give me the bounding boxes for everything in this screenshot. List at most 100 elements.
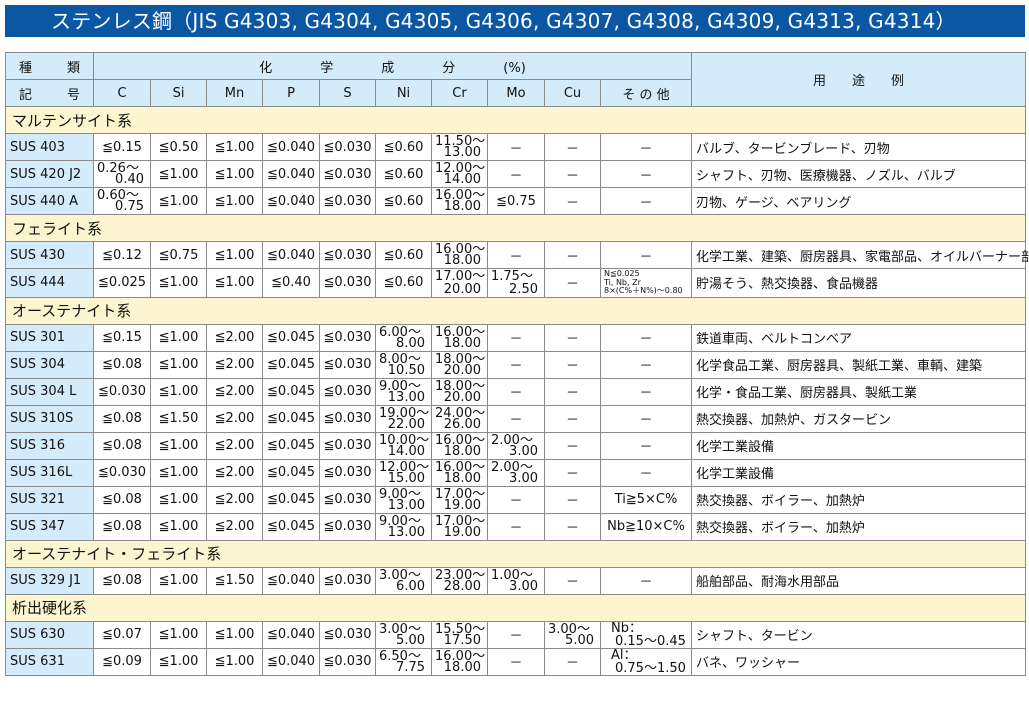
value-cell: ≦0.030	[319, 566, 376, 595]
value-cell: Ti≧5×C%	[600, 485, 692, 514]
value-cell: ≦0.030	[319, 404, 376, 433]
range-cell: 16.00～ 18.00	[431, 241, 488, 269]
value-cell: ≦0.045	[262, 458, 320, 487]
chemical-composition-header: 化 学 成 分 (%)	[93, 52, 692, 80]
value-cell: ≦0.60	[375, 133, 432, 161]
category-label: オーステナイト・フェライト系	[5, 539, 1026, 568]
range-cell: 16.00～ 18.00	[431, 187, 488, 215]
grade-cell: SUS 420 J2	[5, 160, 94, 188]
value-cell: ≦0.040	[262, 187, 320, 215]
range-high: 5.00	[565, 632, 594, 648]
use-cell: 鉄道車両、ベルトコンベア	[691, 323, 1026, 352]
value-cell: ≦1.00	[150, 620, 207, 649]
other-line: N≦0.025	[604, 269, 640, 278]
category-row: オーステナイト・フェライト系	[5, 539, 1026, 568]
chem-header-char: 学	[320, 60, 334, 76]
value-cell: ≦0.030	[319, 133, 376, 161]
value-cell: －	[544, 458, 601, 487]
category-row: オーステナイト系	[5, 296, 1026, 325]
range-cell: 17.00～ 19.00	[431, 485, 488, 514]
value-cell: ≦2.00	[206, 512, 263, 541]
range-cell: 16.00～ 18.00	[431, 323, 488, 352]
value-cell: ≦1.50	[150, 404, 207, 433]
value-cell: ≦2.00	[206, 350, 263, 379]
range-high: 28.00	[443, 578, 481, 594]
value-cell: ≦1.00	[206, 647, 263, 676]
range-cell: 24.00～ 26.00	[431, 404, 488, 433]
value-cell: －	[600, 377, 692, 406]
value-cell: ≦0.08	[93, 485, 151, 514]
value-cell: ≦1.00	[150, 160, 207, 188]
range-low: 18.00～	[435, 378, 486, 394]
value-cell: ≦0.60	[375, 268, 432, 298]
value-cell: －	[487, 377, 545, 406]
value-cell: ≦0.08	[93, 350, 151, 379]
table-row: SUS 420 J2 0.26～ 0.40 ≦1.00 ≦1.00 ≦0.040 ≦0.03…	[5, 160, 1026, 188]
range-cell: 3.00～ 5.00	[544, 620, 601, 649]
value-cell: －	[544, 160, 601, 188]
range-low: 6.00～	[379, 324, 421, 340]
grade-cell: SUS 430	[5, 241, 94, 269]
column-header: P	[262, 79, 320, 107]
table-row: SUS 310S ≦0.08 ≦1.50 ≦2.00 ≦0.045 ≦0.030 19.00…	[5, 404, 1026, 433]
value-cell: －	[544, 431, 601, 460]
stainless-steel-table: 種類 化学成分 (%) 用 途 例 記号 C Si Mn P S Ni Cr Mo Cu そ の 他…	[5, 52, 1029, 676]
grade-cell: SUS 630	[5, 620, 94, 649]
value-cell: ≦1.00	[150, 268, 207, 298]
grade-cell: SUS 304 L	[5, 377, 94, 406]
value-cell: ≦0.75	[150, 241, 207, 269]
value-cell: ≦2.00	[206, 404, 263, 433]
range-low: 2.00～	[491, 459, 533, 475]
range-cell: 6.00～ 8.00	[375, 323, 432, 352]
range-high: 10.50	[387, 362, 425, 378]
value-cell: ≦0.60	[375, 187, 432, 215]
range-low: 17.00～	[435, 513, 486, 529]
value-cell: －	[487, 647, 545, 676]
grade-cell: SUS 403	[5, 133, 94, 161]
range-low: 16.00～	[435, 432, 486, 448]
table-row: SUS 430 ≦0.12 ≦0.75 ≦1.00 ≦0.040 ≦0.030 ≦0.60 1…	[5, 241, 1029, 269]
range-cell: 17.00～ 20.00	[431, 268, 488, 298]
column-header: Mn	[206, 79, 263, 107]
range-high: 13.00	[443, 145, 481, 160]
grade-cell: SUS 304	[5, 350, 94, 379]
value-cell: －	[487, 241, 545, 269]
value-cell: ≦0.040	[262, 647, 320, 676]
category-row: 析出硬化系	[5, 593, 1026, 622]
value-cell: －	[487, 512, 545, 541]
value-cell: ≦1.00	[150, 512, 207, 541]
column-header: S	[319, 79, 376, 107]
category-label: オーステナイト系	[5, 296, 1026, 325]
range-low: 9.00～	[379, 378, 421, 394]
value-cell: ≦0.030	[319, 241, 376, 269]
value-cell: ≦2.00	[206, 431, 263, 460]
value-cell: ≦0.025	[93, 268, 151, 298]
column-header: そ の 他	[600, 79, 692, 107]
range-high: 20.00	[443, 281, 481, 297]
range-cell: 17.00～ 19.00	[431, 512, 488, 541]
table-row: SUS 631 ≦0.09 ≦1.00 ≦1.00 ≦0.040 ≦0.030 6.50～ 7…	[5, 647, 1026, 676]
range-high: 3.00	[509, 443, 538, 459]
range-low: 3.00～	[548, 621, 590, 637]
range-cell: 16.00～ 18.00	[431, 431, 488, 460]
table-row: SUS 304 ≦0.08 ≦1.00 ≦2.00 ≦0.045 ≦0.030 8.00～ 1…	[5, 350, 1026, 379]
range-cell: 6.50～ 7.75	[375, 647, 432, 676]
value-cell: ≦0.040	[262, 566, 320, 595]
value-cell: ≦0.030	[319, 323, 376, 352]
range-high: 8.00	[396, 335, 425, 351]
value-cell: －	[600, 566, 692, 595]
value-cell: ≦0.030	[93, 377, 151, 406]
range-low: 16.00～	[435, 188, 486, 203]
value-cell: ≦0.045	[262, 431, 320, 460]
use-cell: 船舶部品、耐海水用部品	[691, 566, 1026, 595]
range-high: 18.00	[443, 659, 481, 675]
range-high: 7.75	[396, 659, 425, 675]
range-low: 19.00～	[379, 405, 430, 421]
value-cell: ≦0.040	[262, 620, 320, 649]
range-high: 2.50	[509, 281, 538, 297]
range-low: 9.00～	[379, 513, 421, 529]
other-line: 8×(C%＋N%)～0.80	[604, 286, 683, 295]
range-high: 6.00	[396, 578, 425, 594]
value-cell: ≦1.00	[206, 241, 263, 269]
range-high: 18.00	[443, 199, 481, 214]
